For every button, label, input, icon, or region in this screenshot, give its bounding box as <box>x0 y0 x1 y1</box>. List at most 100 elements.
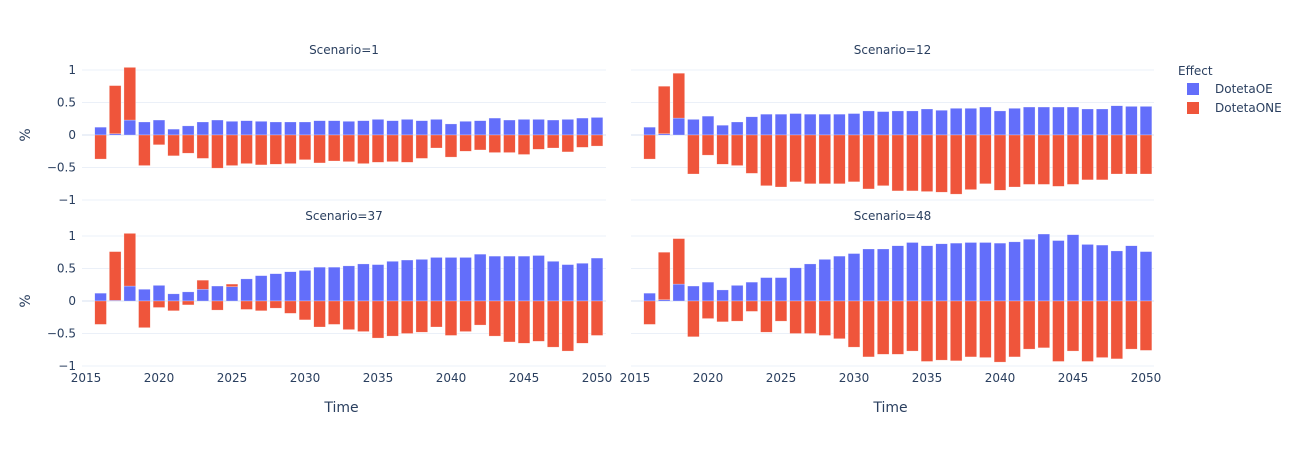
bar-dotetaoe-2031[interactable] <box>862 110 875 136</box>
bar-dotetaoe-2028[interactable] <box>269 121 282 136</box>
bar-dotetaone-2039[interactable] <box>430 134 443 149</box>
bar-dotetaone-2024[interactable] <box>211 300 224 311</box>
bar-dotetaoe-2035[interactable] <box>371 119 385 136</box>
bar-dotetaone-2043[interactable] <box>1037 134 1050 185</box>
bar-dotetaone-2032[interactable] <box>328 300 341 325</box>
bar-dotetaoe-2037[interactable] <box>950 242 963 302</box>
bar-dotetaoe-2045[interactable] <box>1066 234 1080 302</box>
bar-dotetaone-2023[interactable] <box>745 300 758 312</box>
bar-dotetaoe-2049[interactable] <box>1125 106 1138 136</box>
bar-dotetaoe-2016[interactable] <box>94 126 107 136</box>
bar-dotetaoe-2034[interactable] <box>906 242 919 302</box>
bar-dotetaoe-2048[interactable] <box>1110 105 1123 136</box>
bar-dotetaone-2018[interactable] <box>123 67 136 121</box>
bar-dotetaoe-2038[interactable] <box>964 108 977 136</box>
bar-dotetaoe-2032[interactable] <box>877 111 890 136</box>
bar-dotetaone-2016[interactable] <box>643 134 656 160</box>
bar-dotetaoe-2029[interactable] <box>284 121 297 136</box>
bar-dotetaone-2043[interactable] <box>1037 300 1050 349</box>
bar-dotetaoe-2048[interactable] <box>561 264 574 302</box>
legend-item-dotetaoe[interactable]: DotetaOE <box>1187 82 1273 96</box>
bar-dotetaoe-2027[interactable] <box>804 263 817 302</box>
bar-dotetaone-2042[interactable] <box>474 134 487 151</box>
bar-dotetaone-2026[interactable] <box>789 300 802 334</box>
bar-dotetaoe-2028[interactable] <box>818 113 831 136</box>
bar-dotetaone-2023[interactable] <box>196 279 209 290</box>
bar-dotetaone-2029[interactable] <box>284 134 297 164</box>
bar-dotetaoe-2026[interactable] <box>240 278 253 302</box>
bar-dotetaoe-2043[interactable] <box>488 255 501 302</box>
bar-dotetaone-2036[interactable] <box>386 300 399 337</box>
bar-dotetaone-2017[interactable] <box>109 251 122 301</box>
bar-dotetaone-2022[interactable] <box>182 134 195 154</box>
bar-dotetaoe-2020[interactable] <box>701 281 715 302</box>
bar-dotetaoe-2041[interactable] <box>459 257 472 302</box>
bar-dotetaoe-2020[interactable] <box>152 119 166 136</box>
bar-dotetaone-2035[interactable] <box>920 134 934 192</box>
bar-dotetaoe-2016[interactable] <box>94 292 107 302</box>
bar-dotetaoe-2039[interactable] <box>430 257 443 302</box>
bar-dotetaoe-2035[interactable] <box>371 264 385 302</box>
bar-dotetaone-2035[interactable] <box>371 300 385 339</box>
bar-dotetaoe-2048[interactable] <box>1110 250 1123 302</box>
bar-dotetaone-2039[interactable] <box>979 300 992 358</box>
bar-dotetaoe-2019[interactable] <box>138 121 151 136</box>
bar-dotetaone-2036[interactable] <box>935 134 948 193</box>
bar-dotetaone-2046[interactable] <box>532 300 545 342</box>
bar-dotetaoe-2037[interactable] <box>401 259 414 302</box>
bar-dotetaoe-2021[interactable] <box>716 289 729 302</box>
bar-dotetaone-2030[interactable] <box>847 300 861 348</box>
bar-dotetaone-2016[interactable] <box>94 134 107 160</box>
bar-dotetaoe-2040[interactable] <box>993 242 1007 302</box>
bar-dotetaone-2040[interactable] <box>444 134 458 158</box>
bar-dotetaone-2024[interactable] <box>211 134 224 169</box>
bar-dotetaoe-2024[interactable] <box>760 113 773 136</box>
bar-dotetaoe-2024[interactable] <box>211 119 224 136</box>
bar-dotetaone-2035[interactable] <box>371 134 385 163</box>
bar-dotetaoe-2039[interactable] <box>979 242 992 302</box>
bar-dotetaone-2027[interactable] <box>804 300 817 334</box>
bar-dotetaone-2049[interactable] <box>1125 300 1138 350</box>
bar-dotetaone-2041[interactable] <box>1008 134 1021 188</box>
bar-dotetaone-2027[interactable] <box>255 300 268 311</box>
bar-dotetaone-2050[interactable] <box>590 134 604 147</box>
bar-dotetaoe-2038[interactable] <box>415 259 428 302</box>
bar-dotetaone-2049[interactable] <box>1125 134 1138 175</box>
bar-dotetaoe-2020[interactable] <box>701 115 715 136</box>
bar-dotetaoe-2047[interactable] <box>1096 244 1109 302</box>
bar-dotetaone-2019[interactable] <box>687 134 700 175</box>
bar-dotetaoe-2044[interactable] <box>1052 240 1065 302</box>
bar-dotetaoe-2041[interactable] <box>459 121 472 136</box>
bar-dotetaone-2021[interactable] <box>716 134 729 165</box>
bar-dotetaoe-2032[interactable] <box>328 120 341 136</box>
bar-dotetaoe-2045[interactable] <box>1066 106 1080 136</box>
bar-dotetaoe-2018[interactable] <box>672 117 685 136</box>
bar-dotetaoe-2043[interactable] <box>1037 106 1050 136</box>
bar-dotetaone-2046[interactable] <box>1081 300 1094 362</box>
bar-dotetaoe-2049[interactable] <box>576 117 589 136</box>
bar-dotetaoe-2044[interactable] <box>1052 106 1065 136</box>
bar-dotetaone-2032[interactable] <box>328 134 341 162</box>
bar-dotetaoe-2025[interactable] <box>774 113 788 136</box>
bar-dotetaoe-2022[interactable] <box>731 285 744 302</box>
bar-dotetaoe-2050[interactable] <box>1139 106 1153 136</box>
bar-dotetaoe-2016[interactable] <box>643 292 656 302</box>
bar-dotetaoe-2038[interactable] <box>415 120 428 136</box>
bar-dotetaoe-2035[interactable] <box>920 108 934 136</box>
bar-dotetaone-2039[interactable] <box>430 300 443 328</box>
bar-dotetaoe-2049[interactable] <box>1125 245 1138 302</box>
bar-dotetaone-2032[interactable] <box>877 134 890 186</box>
bar-dotetaoe-2036[interactable] <box>386 120 399 136</box>
bar-dotetaone-2024[interactable] <box>760 300 773 333</box>
bar-dotetaoe-2022[interactable] <box>182 291 195 302</box>
bar-dotetaoe-2040[interactable] <box>444 123 458 136</box>
bar-dotetaone-2017[interactable] <box>109 85 122 134</box>
bar-dotetaone-2048[interactable] <box>561 134 574 153</box>
bar-dotetaone-2041[interactable] <box>459 134 472 152</box>
bar-dotetaone-2041[interactable] <box>459 300 472 332</box>
bar-dotetaoe-2033[interactable] <box>891 110 904 136</box>
bar-dotetaone-2038[interactable] <box>415 300 428 333</box>
bar-dotetaone-2019[interactable] <box>138 300 151 328</box>
bar-dotetaoe-2034[interactable] <box>906 110 919 136</box>
bar-dotetaoe-2022[interactable] <box>182 125 195 136</box>
